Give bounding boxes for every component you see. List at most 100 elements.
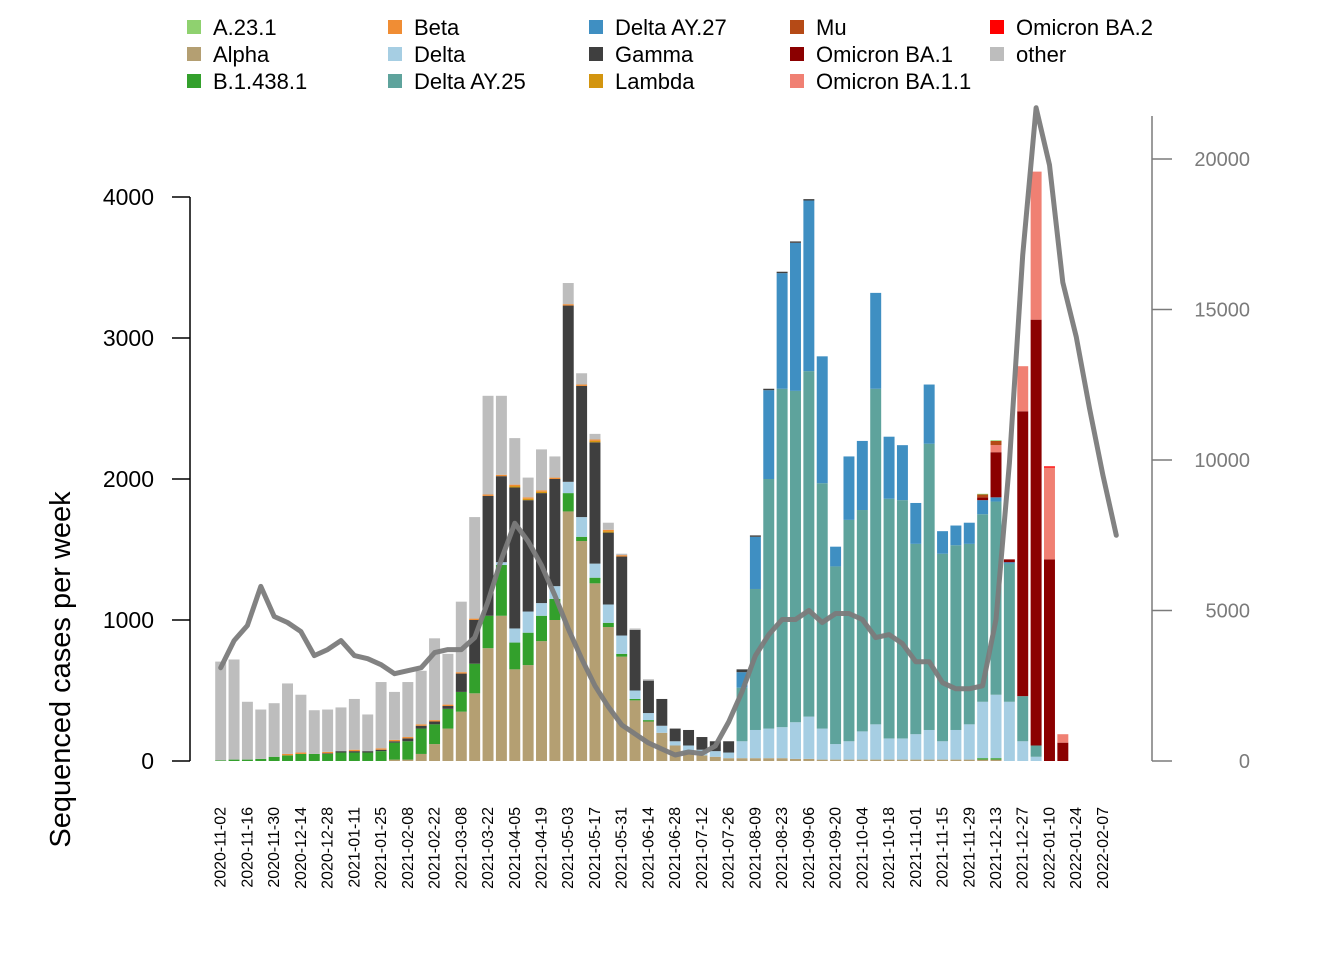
- bar-segment: [763, 728, 775, 759]
- bar-segment: [803, 371, 815, 717]
- bar-segment: [536, 493, 547, 604]
- bar-segment: [977, 701, 989, 759]
- bar-segment: [977, 514, 989, 702]
- bar-segment: [522, 497, 534, 499]
- bar-segment: [442, 708, 454, 729]
- y-tick-label-left: 3000: [103, 325, 154, 351]
- bar-segment: [683, 729, 695, 746]
- bar-segment: [1057, 742, 1069, 761]
- bar-segment: [589, 440, 601, 443]
- bar-segment: [295, 694, 307, 753]
- bar-segment: [482, 494, 494, 496]
- bar-segment: [576, 373, 588, 385]
- x-tick-label: 2021-08-09: [747, 807, 764, 889]
- bar-segment: [522, 477, 534, 498]
- bar-segment: [923, 443, 935, 730]
- x-tick-label: 2021-02-22: [427, 807, 444, 889]
- bar-segment: [642, 720, 654, 722]
- bar-segment: [896, 445, 908, 501]
- legend-swatch-other: [990, 47, 1004, 61]
- bar-segment: [495, 565, 507, 616]
- bar-segment: [816, 356, 828, 484]
- bar-segment: [950, 729, 962, 760]
- bar-segment: [977, 494, 989, 498]
- legend-label-omicron-ba-1: Omicron BA.1: [816, 42, 953, 67]
- bar-segment: [776, 273, 788, 389]
- bar-segment: [736, 741, 748, 759]
- bar-segment: [482, 615, 494, 649]
- y-tick-label-left: 2000: [103, 466, 154, 492]
- bar-segment: [856, 759, 868, 761]
- bar-segment: [1044, 559, 1055, 761]
- x-tick-label: 2021-09-20: [828, 807, 845, 889]
- bar-segment: [642, 679, 654, 681]
- bar-segment: [736, 687, 748, 742]
- bar-segment: [388, 742, 400, 760]
- bar-segment: [335, 751, 347, 753]
- bar-segment: [602, 522, 614, 530]
- bar-segment: [629, 698, 641, 701]
- bar-segment: [469, 517, 481, 619]
- bar-segment: [495, 395, 507, 475]
- x-tick-label: 2021-07-12: [694, 807, 711, 889]
- bar-segment: [402, 741, 414, 760]
- bar-segment: [749, 536, 761, 589]
- bar-segment: [896, 738, 908, 760]
- legend-label-b-1-438-1: B.1.438.1: [213, 69, 307, 94]
- bar-segment: [870, 388, 882, 725]
- bar-segment: [830, 566, 842, 745]
- legend-swatch-a-23-1: [187, 20, 201, 34]
- bar-segment: [763, 758, 775, 761]
- bar-segment: [536, 615, 547, 642]
- bar-segment: [1030, 745, 1042, 757]
- legend-label-lambda: Lambda: [615, 69, 695, 94]
- bar-segment: [509, 438, 521, 485]
- bar-segment: [1003, 701, 1015, 761]
- bar-segment: [616, 555, 628, 557]
- x-tick-label: 2021-01-25: [373, 807, 390, 889]
- bar-segment: [228, 759, 240, 761]
- x-tick-label: 2021-06-14: [640, 807, 657, 889]
- legend-swatch-omicron-ba-1: [790, 47, 804, 61]
- bar-segment: [589, 577, 601, 584]
- x-tick-label: 2021-03-22: [480, 807, 497, 889]
- bar-segment: [228, 659, 240, 760]
- bar-segment: [749, 758, 761, 761]
- x-tick-label: 2021-04-05: [507, 807, 524, 889]
- bar-segment: [776, 388, 788, 728]
- x-tick-label: 2021-01-11: [346, 807, 363, 888]
- bar-segment: [950, 525, 962, 546]
- bar-segment: [963, 759, 975, 761]
- bar-segment: [495, 474, 507, 477]
- bar-segment: [629, 690, 641, 699]
- bar-segment: [255, 758, 267, 761]
- bar-segment: [1030, 171, 1042, 320]
- bar-segment: [950, 759, 962, 761]
- bar-segment: [683, 745, 695, 753]
- bar-segment: [1017, 741, 1029, 761]
- bar-segment: [322, 753, 334, 761]
- bar-segment: [589, 439, 601, 441]
- bar-segment: [830, 744, 842, 760]
- bar-segment: [790, 722, 801, 759]
- bar-segment: [241, 759, 253, 761]
- bar-segment: [1017, 411, 1029, 697]
- bar-segment: [469, 663, 481, 694]
- bar-segment: [763, 479, 775, 729]
- bar-segment: [910, 502, 922, 544]
- bar-segment: [509, 484, 521, 487]
- bar-segment: [536, 491, 547, 494]
- bar-segment: [629, 628, 641, 630]
- bar-segment: [442, 706, 454, 709]
- bar-segment: [469, 618, 481, 620]
- legend-swatch-beta: [388, 20, 402, 34]
- bar-segment: [388, 739, 400, 742]
- bar-segment: [509, 642, 521, 670]
- bar-segment: [776, 271, 788, 274]
- x-tick-label: 2021-07-26: [721, 807, 738, 889]
- bar-segment: [723, 752, 735, 759]
- bar-segment: [910, 734, 922, 760]
- bar-segment: [255, 709, 267, 759]
- bar-segment: [937, 741, 949, 760]
